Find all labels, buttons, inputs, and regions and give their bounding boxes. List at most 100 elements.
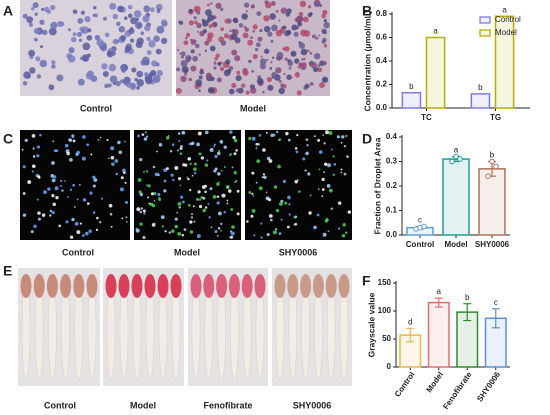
decoration (149, 7, 155, 13)
caption: SHY0006 (293, 400, 332, 410)
decoration (86, 202, 90, 205)
y-tick-label: 0.1 (386, 206, 398, 215)
decoration (252, 30, 256, 33)
decoration (66, 151, 70, 156)
panel-letter: D (362, 131, 372, 147)
decoration (143, 212, 146, 215)
decoration (325, 130, 329, 135)
decoration (191, 213, 193, 215)
y-tick-label: 100 (378, 306, 392, 315)
decoration (72, 136, 75, 139)
legend-label: Model (495, 28, 517, 37)
decoration (50, 174, 55, 178)
decoration (251, 192, 254, 195)
decoration (287, 138, 291, 142)
decoration (42, 29, 48, 36)
decoration (204, 190, 207, 194)
decoration (298, 11, 304, 17)
data-point (493, 163, 499, 170)
decoration (166, 136, 170, 140)
decoration (180, 51, 186, 57)
decoration (247, 39, 254, 46)
decoration (258, 134, 262, 137)
decoration (232, 17, 239, 24)
decoration (330, 148, 333, 151)
panel-letter: E (3, 263, 12, 279)
decoration (295, 215, 298, 218)
caption: Model (130, 400, 156, 410)
decoration (285, 29, 292, 36)
panel-letter: C (3, 131, 13, 147)
decoration (124, 200, 129, 204)
decoration (77, 32, 82, 38)
decoration (124, 45, 131, 52)
decoration (274, 274, 286, 298)
fluorescence-image (245, 130, 352, 240)
decoration (345, 231, 348, 234)
decoration (60, 179, 63, 183)
decoration (321, 195, 324, 198)
decoration (227, 189, 232, 193)
decoration (275, 67, 282, 74)
decoration (223, 145, 227, 149)
decoration (98, 220, 102, 224)
decoration (278, 87, 285, 95)
decoration (51, 60, 56, 65)
decoration (225, 59, 231, 65)
decoration (157, 274, 169, 298)
decoration (263, 48, 270, 54)
decoration (231, 225, 235, 229)
decoration (177, 231, 182, 236)
decoration (35, 56, 41, 62)
decoration (140, 31, 145, 36)
decoration (288, 213, 291, 216)
decoration (36, 74, 42, 79)
decoration (101, 63, 108, 70)
bar (442, 158, 470, 236)
decoration (99, 136, 102, 139)
decoration (204, 184, 207, 188)
decoration (213, 66, 217, 70)
decoration (255, 147, 258, 150)
decoration (142, 235, 146, 240)
decoration (341, 234, 346, 238)
decoration (156, 9, 161, 14)
decoration (153, 200, 156, 202)
significance-letter: b (465, 293, 470, 302)
data-point (421, 223, 427, 230)
decoration (275, 56, 280, 60)
decoration (310, 62, 315, 67)
decoration (219, 7, 224, 12)
significance-letter: a (502, 5, 507, 14)
decoration (321, 177, 325, 182)
decoration (64, 180, 66, 182)
decoration (231, 166, 234, 169)
decoration (299, 0, 307, 8)
decoration (79, 222, 83, 225)
decoration (209, 148, 214, 152)
decoration (235, 75, 242, 82)
decoration (115, 172, 118, 176)
decoration (170, 274, 182, 298)
decoration (123, 16, 128, 20)
decoration (223, 166, 226, 169)
decoration (81, 30, 85, 34)
decoration (184, 72, 188, 76)
decoration (196, 234, 201, 238)
decoration (209, 45, 216, 52)
decoration (204, 163, 209, 167)
decoration (262, 148, 266, 152)
x-tick-label: Model (444, 240, 467, 249)
decoration (224, 18, 230, 24)
decoration (51, 64, 56, 69)
decoration (33, 274, 45, 298)
decoration (340, 168, 343, 171)
decoration (283, 72, 286, 76)
decoration (278, 79, 282, 83)
decoration (280, 218, 283, 221)
decoration (176, 211, 179, 214)
decoration (125, 216, 128, 219)
decoration (73, 274, 85, 298)
decoration (67, 196, 69, 198)
decoration (323, 21, 330, 29)
